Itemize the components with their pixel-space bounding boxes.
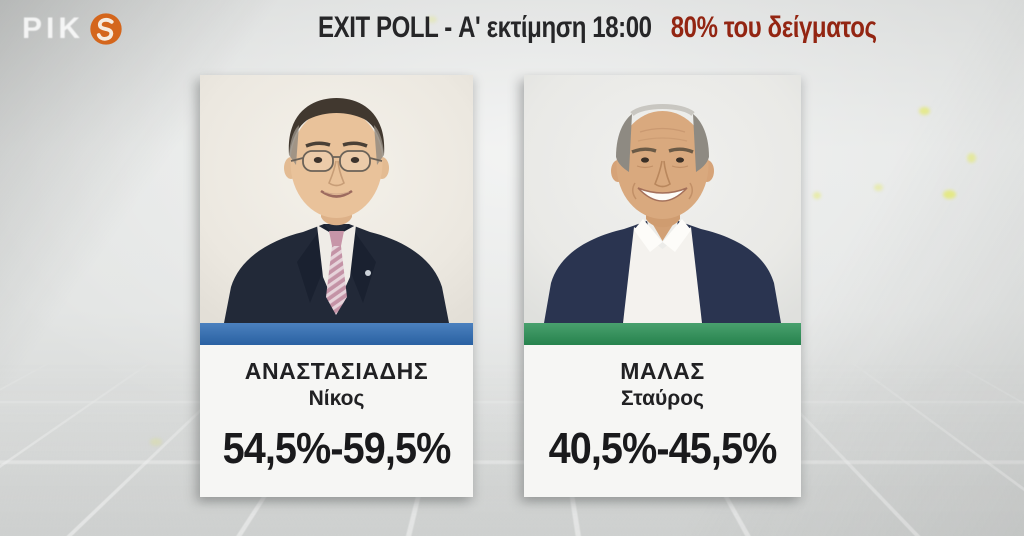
portrait-malas-image bbox=[524, 75, 801, 323]
confetti-speck bbox=[813, 192, 821, 199]
headline-sample-size: 80% του δείγματος bbox=[670, 11, 877, 44]
candidate-info: ΑΝΑΣΤΑΣΙΑΔΗΣ Νίκος 54,5%-59,5% bbox=[200, 345, 473, 474]
candidate-firstname: Σταύρος bbox=[621, 387, 704, 410]
candidate-photo bbox=[200, 75, 473, 323]
candidate-surname: ΑΝΑΣΤΑΣΙΑΔΗΣ bbox=[244, 358, 429, 384]
rik-logo-text: ΡΙΚ bbox=[22, 12, 85, 45]
headline: EXIT POLL - Α' εκτίμηση 18:00 80% του δε… bbox=[318, 11, 877, 45]
candidate-percentage-range: 54,5%-59,5% bbox=[222, 424, 452, 473]
candidate-info: ΜΑΛΑΣ Σταύρος 40,5%-45,5% bbox=[524, 345, 801, 474]
candidate-firstname: Νίκος bbox=[308, 387, 365, 410]
candidate-card-malas: ΜΑΛΑΣ Σταύρος 40,5%-45,5% bbox=[524, 75, 801, 497]
headline-title: EXIT POLL - Α' εκτίμηση 18:00 bbox=[318, 11, 652, 44]
confetti-speck bbox=[874, 184, 883, 191]
confetti-speck bbox=[150, 438, 162, 446]
rik-logo: ΡΙΚ bbox=[22, 10, 125, 48]
candidate-surname: ΜΑΛΑΣ bbox=[620, 358, 705, 384]
candidate-card-anastasiadis: ΑΝΑΣΤΑΣΙΑΔΗΣ Νίκος 54,5%-59,5% bbox=[200, 75, 473, 497]
confetti-speck bbox=[967, 153, 976, 163]
candidate-photo bbox=[524, 75, 801, 323]
confetti-speck bbox=[919, 107, 930, 115]
rik-logo-icon bbox=[90, 13, 122, 45]
perspective-floor-grid bbox=[0, 0, 1024, 352]
portrait-anastasiadis-image bbox=[200, 75, 473, 323]
party-color-bar-blue bbox=[200, 323, 473, 345]
confetti-speck bbox=[943, 190, 956, 199]
party-color-bar-green bbox=[524, 323, 801, 345]
candidate-percentage-range: 40,5%-45,5% bbox=[548, 424, 778, 473]
